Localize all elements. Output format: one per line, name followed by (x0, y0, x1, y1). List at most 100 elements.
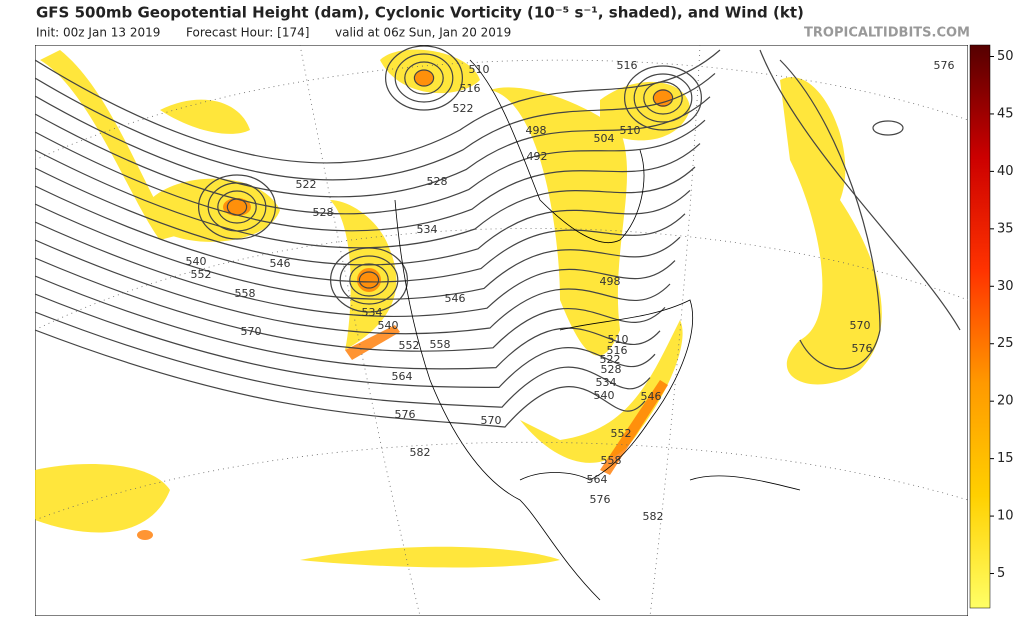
contour-label: 570 (241, 325, 262, 338)
contour-label: 516 (460, 82, 481, 95)
contour-label: 546 (445, 292, 466, 305)
cyclone-contour (394, 53, 454, 103)
contour-label: 522 (453, 102, 474, 115)
contour-labels: 5105165225165105044984925285225285345405… (186, 59, 955, 523)
cyclone-contour (339, 255, 399, 305)
colorbar-tick-label: 25 (997, 336, 1014, 351)
contour-label: 546 (641, 390, 662, 403)
graticule (35, 45, 968, 616)
coastlines (394, 59, 801, 601)
contour-label: 510 (469, 63, 490, 76)
contour-label: 564 (392, 370, 413, 383)
colorbar-tick-label: 10 (997, 509, 1014, 524)
title: GFS 500mb Geopotential Height (dam), Cyc… (36, 4, 804, 22)
source: TROPICALTIDBITS.COM (804, 26, 970, 41)
contour (872, 120, 904, 136)
cyclone-contour (330, 247, 409, 313)
vorticity-core (137, 70, 672, 540)
contour-label: 552 (191, 268, 212, 281)
contour (35, 149, 696, 249)
valid-time: valid at 06z Sun, Jan 20 2019 (335, 26, 511, 40)
colorbar-tick-label: 35 (997, 221, 1014, 236)
height-contours (35, 45, 961, 428)
contour-label: 552 (399, 339, 420, 352)
contour-label: 576 (852, 342, 873, 355)
contour-label: 504 (594, 132, 615, 145)
contour-label: 576 (590, 493, 611, 506)
contour-label: 558 (430, 338, 451, 351)
colorbar-tick-label: 45 (997, 106, 1014, 121)
contour-label: 558 (601, 454, 622, 467)
contour (35, 329, 646, 428)
contour-label: 528 (313, 206, 334, 219)
contour-label: 546 (270, 257, 291, 270)
contour-label: 510 (620, 124, 641, 137)
cyclone-contour (217, 190, 257, 224)
contour-label: 540 (378, 319, 399, 332)
contour-label: 522 (296, 178, 317, 191)
cyclone-contour (226, 198, 248, 216)
contour-label: 498 (526, 124, 547, 137)
contour (35, 72, 716, 181)
contour-label: 570 (850, 319, 871, 332)
cyclone-contour (358, 271, 380, 289)
colorbar-tick-label: 15 (997, 451, 1014, 466)
contour-label: 522 (600, 353, 621, 366)
contour (759, 49, 961, 331)
contour-label: 570 (481, 414, 502, 427)
contour-label: 510 (608, 333, 629, 346)
forecast-hour: Forecast Hour: [174] (186, 26, 309, 40)
colorbar-ticks: 5 10 15 20 25 30 35 40 45 50 (990, 49, 1014, 581)
contour-label: 540 (594, 389, 615, 402)
cyclone-contour (404, 61, 444, 95)
init: Init: 00z Jan 13 2019 (36, 26, 160, 40)
colorbar-tick-label: 5 (997, 566, 1005, 581)
colorbar-tick-label: 50 (997, 49, 1014, 64)
contour (35, 131, 701, 232)
contour-label: 534 (596, 376, 617, 389)
contour-label: 552 (611, 427, 632, 440)
contour-label: 558 (235, 287, 256, 300)
contour (35, 113, 706, 215)
contour (35, 167, 691, 266)
colorbar-tick-label: 40 (997, 164, 1014, 179)
contour-label: 582 (410, 446, 431, 459)
contour-label: 582 (643, 510, 664, 523)
contour-label: 540 (186, 255, 207, 268)
cyclone-contour (413, 69, 435, 87)
cyclone-contour (385, 45, 464, 111)
contour-label: 576 (395, 408, 416, 421)
contour-label: 534 (417, 223, 438, 236)
contour (35, 239, 671, 335)
contour (35, 311, 651, 408)
colorbar-tick-label: 20 (997, 394, 1014, 409)
contour-label: 516 (607, 344, 628, 357)
contour-label: 534 (362, 306, 383, 319)
contour (35, 221, 676, 317)
contour (35, 95, 711, 198)
contour-label: 498 (600, 275, 621, 288)
contour (779, 59, 881, 370)
contour-label: 564 (587, 473, 608, 486)
map: 5105165225165105044984925285225285345405… (35, 45, 968, 616)
cyclone-contour (198, 174, 277, 240)
contour-label: 516 (617, 59, 638, 72)
contour (35, 293, 656, 389)
contour-label: 492 (527, 150, 548, 163)
cyclone-contour (633, 73, 693, 123)
colorbar (969, 44, 991, 609)
contour (35, 257, 666, 352)
cyclone-contour (652, 89, 674, 107)
colorbar-tick-label: 30 (997, 279, 1014, 294)
cyclone-contour (623, 65, 702, 131)
contour (35, 203, 681, 300)
cyclone-contour (643, 81, 683, 115)
contour-label: 528 (427, 175, 448, 188)
contour (35, 185, 686, 283)
contour-label: 576 (934, 59, 955, 72)
contour (35, 275, 661, 370)
cyclone-contour (207, 182, 267, 232)
cyclone-contour (349, 263, 389, 297)
vorticity-shading (35, 49, 882, 568)
